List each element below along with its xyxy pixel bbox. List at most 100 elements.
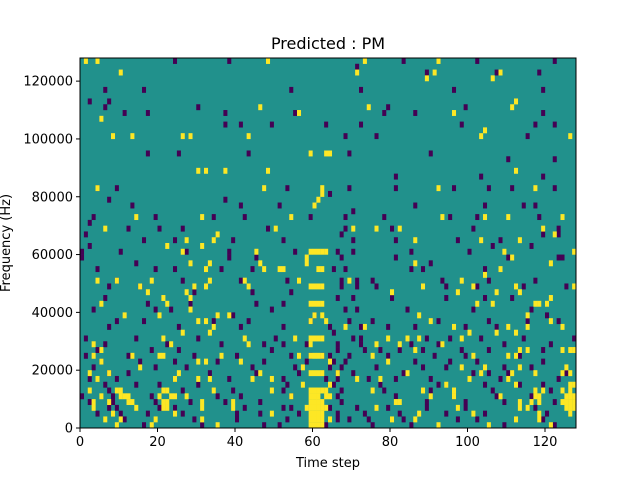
heatmap-cell-low bbox=[506, 254, 511, 261]
heatmap-cell-high bbox=[180, 133, 185, 140]
heatmap-cell-low bbox=[114, 375, 119, 382]
heatmap-cell-high bbox=[118, 69, 123, 76]
heatmap-cell-low bbox=[223, 121, 228, 128]
heatmap-cell-high bbox=[440, 214, 445, 221]
heatmap-cell-low bbox=[262, 341, 267, 348]
heatmap-cell-low bbox=[145, 150, 150, 157]
heatmap-cell-high bbox=[99, 115, 104, 122]
heatmap-cell-high bbox=[114, 277, 119, 284]
heatmap-cell-high bbox=[246, 133, 251, 140]
heatmap-cell-high bbox=[312, 300, 317, 307]
heatmap-cell-high bbox=[165, 300, 170, 307]
heatmap-cell-low bbox=[223, 110, 228, 116]
heatmap-cell-low bbox=[145, 110, 150, 116]
heatmap-cell-low bbox=[153, 306, 158, 313]
heatmap-cell-low bbox=[424, 404, 429, 411]
heatmap-cell-high bbox=[308, 387, 313, 394]
heatmap-cell-high bbox=[111, 410, 116, 417]
heatmap-cell-high bbox=[455, 289, 460, 296]
heatmap-cell-high bbox=[95, 375, 100, 382]
heatmap-cell-low bbox=[355, 277, 360, 284]
heatmap-cell-low bbox=[138, 358, 143, 365]
heatmap-cell-low bbox=[475, 58, 480, 64]
heatmap-cell-low bbox=[386, 323, 391, 330]
heatmap-cell-low bbox=[366, 416, 371, 423]
heatmap-cell-low bbox=[463, 104, 468, 111]
heatmap-cell-low bbox=[506, 370, 511, 377]
heatmap-cell-low bbox=[289, 352, 294, 359]
heatmap-cell-high bbox=[200, 399, 205, 406]
heatmap-cell-high bbox=[153, 416, 158, 423]
heatmap-cell-high bbox=[374, 341, 379, 348]
heatmap-cell-high bbox=[355, 375, 360, 382]
heatmap-cell-low bbox=[564, 370, 569, 377]
heatmap-cell-high bbox=[165, 399, 170, 406]
heatmap-cell-high bbox=[122, 393, 127, 400]
heatmap-cell-high bbox=[149, 277, 154, 284]
heatmap-cell-low bbox=[467, 248, 472, 255]
heatmap-cell-low bbox=[347, 150, 352, 157]
heatmap-cell-low bbox=[335, 393, 340, 400]
heatmap-cell-high bbox=[300, 364, 305, 371]
heatmap-cell-high bbox=[413, 416, 418, 423]
heatmap-cell-high bbox=[161, 335, 166, 342]
heatmap-cell-high bbox=[413, 260, 418, 267]
heatmap-cell-high bbox=[207, 277, 212, 284]
heatmap-cell-low bbox=[126, 225, 131, 232]
heatmap-cell-low bbox=[359, 86, 364, 93]
heatmap-cell-high bbox=[397, 225, 402, 232]
heatmap-cell-low bbox=[266, 225, 271, 232]
heatmap-cell-high bbox=[514, 381, 519, 388]
heatmap-cell-high bbox=[204, 358, 209, 365]
heatmap-cell-high bbox=[366, 104, 371, 111]
heatmap-cell-high bbox=[494, 289, 499, 296]
heatmap-cell-high bbox=[316, 196, 321, 203]
heatmap-cell-low bbox=[339, 399, 344, 406]
heatmap-cell-low bbox=[231, 237, 236, 244]
heatmap-cell-low bbox=[475, 283, 480, 290]
heatmap-cell-high bbox=[126, 399, 131, 406]
heatmap-cell-low bbox=[103, 381, 108, 388]
heatmap-cell-high bbox=[432, 69, 437, 76]
heatmap-cell-high bbox=[312, 202, 317, 209]
heatmap-cell-low bbox=[107, 387, 112, 394]
heatmap-cell-high bbox=[297, 110, 302, 116]
heatmap-cell-low bbox=[235, 410, 240, 417]
heatmap-cell-low bbox=[297, 370, 302, 377]
heatmap-cell-low bbox=[479, 173, 484, 180]
heatmap-cell-high bbox=[537, 410, 542, 417]
heatmap-cell-low bbox=[238, 202, 243, 209]
heatmap-cell-low bbox=[188, 399, 193, 406]
heatmap-cell-low bbox=[413, 110, 418, 116]
heatmap-cell-high bbox=[138, 283, 143, 290]
heatmap-cell-low bbox=[331, 266, 336, 273]
heatmap-cell-high bbox=[517, 364, 522, 371]
heatmap-cell-low bbox=[471, 306, 476, 313]
heatmap-cell-high bbox=[413, 237, 418, 244]
heatmap-cell-high bbox=[370, 352, 375, 359]
heatmap-cell-low bbox=[541, 110, 546, 116]
heatmap-cell-low bbox=[331, 381, 336, 388]
heatmap-cell-low bbox=[157, 381, 162, 388]
heatmap-cell-high bbox=[130, 399, 135, 406]
heatmap-cell-high bbox=[467, 375, 472, 382]
heatmap-cell-low bbox=[351, 335, 356, 342]
heatmap-cell-low bbox=[95, 266, 100, 273]
heatmap-cell-high bbox=[308, 300, 313, 307]
heatmap-cell-low bbox=[173, 358, 178, 365]
y-tick-label: 20000 bbox=[32, 364, 73, 379]
heatmap-cell-low bbox=[409, 341, 414, 348]
heatmap-cell-low bbox=[448, 335, 453, 342]
heatmap-cell-low bbox=[498, 237, 503, 244]
heatmap-cell-low bbox=[339, 283, 344, 290]
heatmap-cell-high bbox=[428, 318, 433, 325]
heatmap-cell-high bbox=[312, 387, 317, 394]
heatmap-cell-low bbox=[359, 341, 364, 348]
heatmap-cell-low bbox=[541, 173, 546, 180]
heatmap-cell-high bbox=[316, 399, 321, 406]
heatmap-cell-low bbox=[552, 399, 557, 406]
heatmap-cell-high bbox=[517, 289, 522, 296]
heatmap-cell-high bbox=[572, 283, 577, 290]
heatmap-cell-low bbox=[328, 323, 333, 330]
heatmap-cell-high bbox=[417, 410, 422, 417]
